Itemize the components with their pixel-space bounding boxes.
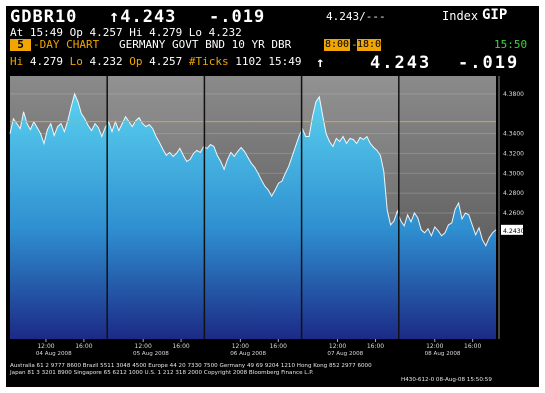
y-tick-label: 4.2800 — [503, 190, 524, 197]
stats-bar: Hi 4.279 Lo 4.232 Op 4.257 #Ticks 1102 1… — [6, 53, 539, 73]
end-time-field[interactable]: 18:00 — [357, 39, 388, 51]
index-code: GIP — [482, 7, 508, 23]
up-arrow-icon: ↑ — [316, 55, 325, 71]
x-date-label: 06 Aug 2008 — [230, 351, 266, 357]
x-tick-label: 16:00 — [367, 343, 384, 350]
net-change: -.019 — [209, 7, 266, 27]
x-tick-label: 16:00 — [75, 343, 92, 350]
bid-ask: 4.243/--- — [326, 10, 386, 23]
x-tick-label: 12:00 — [426, 343, 443, 350]
x-tick-label: 16:00 — [464, 343, 481, 350]
y-tick-label: 4.3000 — [503, 170, 524, 177]
y-tick-label: 4.3200 — [503, 150, 524, 157]
time-separator: - — [351, 38, 358, 51]
session-stats: Hi 4.279 Lo 4.232 Op 4.257 #Ticks 1102 1… — [10, 55, 302, 68]
current-time: 15:50 — [494, 38, 528, 51]
ticks-label: #Ticks — [188, 55, 229, 68]
ticker-symbol: GDBR10 — [10, 7, 78, 27]
price-area — [10, 93, 496, 340]
x-tick-label: 12:00 — [329, 343, 346, 350]
y-tick-label: 4.3400 — [503, 131, 524, 138]
footer-line-3: H430-612-0 08-Aug-08 15:50:59 — [401, 377, 492, 383]
x-tick-label: 16:00 — [172, 343, 189, 350]
stats-time: 15:49 — [268, 55, 302, 68]
header-bar: GDBR10 ↑4.243 -.019 4.243/--- Index GIP — [6, 7, 539, 27]
footer-contacts: Australia 61 2 9777 8600 Brazil 5511 304… — [6, 362, 539, 387]
footer-line-2: Japan 81 3 3201 8900 Singapore 65 6212 1… — [10, 370, 314, 376]
hi-value: 4.279 — [29, 55, 63, 68]
lo-value: 4.232 — [89, 55, 123, 68]
op-label: Op — [129, 55, 143, 68]
x-date-label: 07 Aug 2008 — [327, 351, 363, 357]
last-price: ↑4.243 — [109, 7, 177, 27]
price-chart[interactable]: 4.3800 4.3400 4.3200 4.3000 4.2800 4.2600 4.24… — [6, 73, 539, 362]
y-tick-label: 4.2600 — [503, 210, 524, 217]
security-name: GERMANY GOVT BND 10 YR DBR — [119, 38, 292, 51]
stats-last-price: 4.243 — [370, 53, 432, 73]
quote-summary: At 15:49 Op 4.257 Hi 4.279 Lo 4.232 — [10, 26, 242, 39]
footer-line-1: Australia 61 2 9777 8600 Brazil 5511 304… — [10, 363, 372, 369]
x-tick-label: 12:00 — [232, 343, 249, 350]
x-tick-label: 16:00 — [270, 343, 287, 350]
stats-net-change: -.019 — [458, 53, 520, 73]
hi-label: Hi — [10, 55, 24, 68]
x-date-label: 04 Aug 2008 — [36, 351, 72, 357]
current-value-label: 4.2430 — [503, 228, 525, 235]
chart-type-label: -DAY CHART — [33, 38, 100, 51]
x-date-label: 05 Aug 2008 — [133, 351, 169, 357]
ticks-value: 1102 — [235, 55, 262, 68]
days-field[interactable]: 5 — [10, 39, 31, 51]
price-line — [9, 92, 497, 247]
bloomberg-terminal: GDBR10 ↑4.243 -.019 4.243/--- Index GIP … — [6, 6, 539, 387]
x-tick-label: 12:00 — [37, 343, 54, 350]
x-date-label: 08 Aug 2008 — [425, 351, 461, 357]
index-label: Index — [442, 9, 479, 23]
start-time-field[interactable]: 8:00 — [324, 39, 350, 51]
current-value-box — [501, 224, 523, 235]
y-tick-label: 4.3800 — [503, 91, 524, 98]
x-tick-label: 12:00 — [135, 343, 152, 350]
quote-line: At 15:49 Op 4.257 Hi 4.279 Lo 4.232 — [6, 26, 539, 39]
chart-settings-bar: 5 -DAY CHART GERMANY GOVT BND 10 YR DBR … — [6, 39, 539, 52]
lo-label: Lo — [69, 55, 83, 68]
op-value: 4.257 — [149, 55, 183, 68]
